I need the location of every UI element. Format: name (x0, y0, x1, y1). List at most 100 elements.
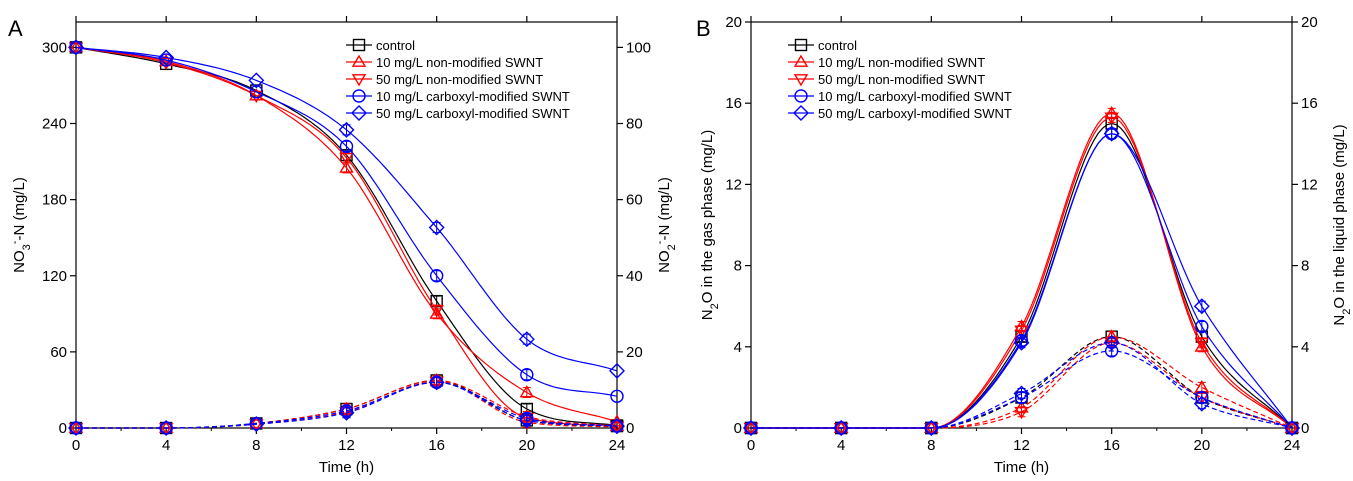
data-point-circle (744, 421, 758, 435)
data-point-triangle-up (249, 416, 264, 429)
data-point-diamond (1193, 298, 1210, 315)
data-point-triangle-down (429, 305, 444, 318)
x-tick-label: 20 (518, 437, 535, 454)
x-tick-label: 20 (1193, 437, 1210, 454)
series-line-left-3 (751, 133, 1293, 429)
legend-entry: 50 mg/L non-modified SWNT (818, 72, 985, 87)
data-point-diamond (1284, 420, 1300, 436)
x-tick-label: 0 (72, 437, 80, 454)
data-point-triangle-down (1014, 325, 1029, 338)
data-point-triangle-up (519, 385, 535, 398)
data-point-triangle-up (833, 420, 849, 433)
data-point-triangle-up (743, 420, 759, 433)
y-tick-label-right: 12 (1301, 176, 1318, 193)
y-axis-label-right-part: 2 (1341, 309, 1353, 315)
data-point-diamond (248, 72, 265, 89)
data-point-diamond (68, 420, 84, 436)
legend-entry: control (376, 38, 415, 53)
y-tick-label-right: 16 (1301, 95, 1318, 112)
y-axis-label-left-part: 2 (709, 303, 721, 309)
y-axis-label-right: NO2--N (mg/L) (654, 177, 678, 273)
y-axis-label-left-part: N (699, 309, 716, 320)
legend-entry: 50 mg/L carboxyl-modified SWNT (376, 106, 570, 121)
x-tick-label: 12 (1013, 437, 1030, 454)
data-point-circle (1195, 319, 1209, 334)
y-tick-label-left: 8 (734, 258, 742, 275)
data-point-triangle-down (924, 423, 939, 436)
y-axis-label-left-part: - (9, 240, 21, 244)
data-point-triangle-up (924, 420, 939, 433)
legend-marker-triangle-up (351, 54, 367, 67)
y-axis-label-right-part: O in the liquid phase (mg/L) (1331, 124, 1348, 308)
y-tick-label-right: 80 (626, 116, 643, 133)
y-axis-label-right-part: 2 (666, 244, 678, 250)
y-tick-label-left: 0 (734, 420, 742, 437)
series-line-left-4 (751, 133, 1293, 429)
y-tick-label-left: 20 (725, 14, 742, 31)
data-point-triangle-up (68, 420, 84, 433)
data-point-triangle-down (339, 152, 354, 166)
y-axis-label-left-part: NO (11, 250, 28, 273)
data-point-diamond (158, 420, 175, 436)
legend-entry: 50 mg/L carboxyl-modified SWNT (818, 106, 1012, 121)
data-point-diamond (518, 412, 535, 429)
chart-panel-a: A0 4 8 12 16 20 24060120180240300020406080100T… (8, 16, 678, 476)
y-tick-label-left: 180 (42, 192, 67, 209)
series-line-left-2 (75, 46, 618, 427)
y-axis-label-right-part: NO (656, 250, 673, 273)
data-point-triangle-down (1104, 112, 1119, 125)
y-tick-label-left: 4 (734, 339, 742, 356)
data-point-triangle-down (1014, 406, 1029, 420)
legend: control 10 mg/L non-modified SWNT 50 mg/L … (346, 38, 570, 121)
series-line-left-2 (751, 116, 1293, 429)
data-point-circle (249, 85, 264, 99)
data-point-circle (1285, 421, 1299, 435)
y-tick-label-right: 20 (626, 344, 643, 361)
x-tick-label: 8 (252, 437, 260, 454)
data-point-diamond (833, 420, 850, 436)
data-point-diamond (1103, 334, 1120, 351)
panel-letter: A (8, 16, 23, 41)
data-point-circle (520, 368, 534, 382)
series-line-left-0 (751, 122, 1293, 429)
data-point-diamond (923, 420, 940, 436)
y-tick-label-right: 20 (1301, 14, 1318, 31)
legend-entry: 10 mg/L non-modified SWNT (376, 55, 543, 70)
y-tick-label-right: 4 (1301, 339, 1309, 356)
y-axis-label-right-part: N (1331, 315, 1348, 326)
data-point-triangle-down (158, 57, 174, 70)
data-point-diamond (158, 49, 175, 66)
data-point-diamond (248, 416, 265, 433)
x-tick-label: 12 (338, 437, 355, 454)
data-point-triangle-up (339, 160, 354, 173)
data-point-diamond (338, 404, 355, 421)
data-point-triangle-down (833, 423, 849, 436)
x-axis-label: Time (h) (319, 459, 374, 476)
panel-letter: B (696, 16, 711, 41)
data-point-diamond (609, 418, 625, 435)
data-point-circle (429, 269, 444, 283)
data-point-triangle-up (1194, 339, 1210, 352)
y-tick-label-left: 240 (42, 116, 67, 133)
legend-marker-diamond (793, 105, 809, 121)
x-tick-label: 4 (162, 437, 170, 454)
data-point-triangle-down (1194, 337, 1210, 351)
data-point-triangle-up (429, 306, 444, 319)
data-point-circle (610, 419, 624, 433)
data-point-triangle-down (249, 419, 264, 432)
data-point-circle (1104, 126, 1119, 141)
legend-marker-triangle-down (793, 74, 809, 87)
x-tick-label: 0 (747, 437, 755, 454)
legend-marker-circle (352, 89, 366, 103)
data-point-diamond (68, 39, 84, 56)
y-tick-label-left: 60 (50, 344, 67, 361)
series-line-left-0 (75, 46, 618, 427)
data-point-triangle-up (158, 420, 174, 433)
data-point-circle (339, 139, 354, 154)
data-point-diamond (1013, 334, 1030, 351)
data-point-circle (69, 40, 83, 55)
y-tick-label-left: 16 (725, 95, 742, 112)
y-tick-label-right: 100 (626, 39, 651, 56)
